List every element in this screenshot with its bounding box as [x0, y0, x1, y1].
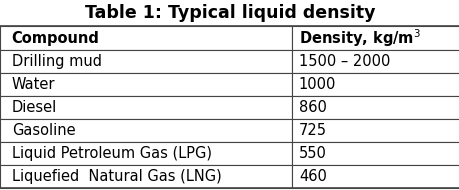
Text: 460: 460: [298, 169, 326, 184]
Bar: [0, 165, 291, 188]
Text: Compound: Compound: [11, 31, 99, 45]
Text: Diesel: Diesel: [11, 100, 57, 115]
Bar: [291, 142, 459, 165]
Text: Water: Water: [11, 77, 55, 92]
Bar: [0, 26, 459, 188]
Bar: [0, 26, 291, 50]
Text: Liquefied  Natural Gas (LNG): Liquefied Natural Gas (LNG): [11, 169, 221, 184]
Text: 550: 550: [298, 146, 326, 161]
Text: 1000: 1000: [298, 77, 336, 92]
Text: Table 1: Typical liquid density: Table 1: Typical liquid density: [84, 4, 375, 22]
Bar: [0, 50, 291, 73]
Bar: [291, 119, 459, 142]
Text: Density, kg/m$^3$: Density, kg/m$^3$: [298, 27, 420, 49]
Text: 725: 725: [298, 123, 326, 138]
Bar: [291, 96, 459, 119]
Bar: [291, 73, 459, 96]
Bar: [291, 50, 459, 73]
Text: Liquid Petroleum Gas (LPG): Liquid Petroleum Gas (LPG): [11, 146, 211, 161]
Text: Gasoline: Gasoline: [11, 123, 75, 138]
Bar: [291, 26, 459, 50]
Bar: [0, 73, 291, 96]
Bar: [291, 165, 459, 188]
Text: 860: 860: [298, 100, 326, 115]
Bar: [0, 142, 291, 165]
Bar: [0, 119, 291, 142]
Text: Drilling mud: Drilling mud: [11, 54, 101, 69]
Text: 1500 – 2000: 1500 – 2000: [298, 54, 389, 69]
Bar: [0, 96, 291, 119]
